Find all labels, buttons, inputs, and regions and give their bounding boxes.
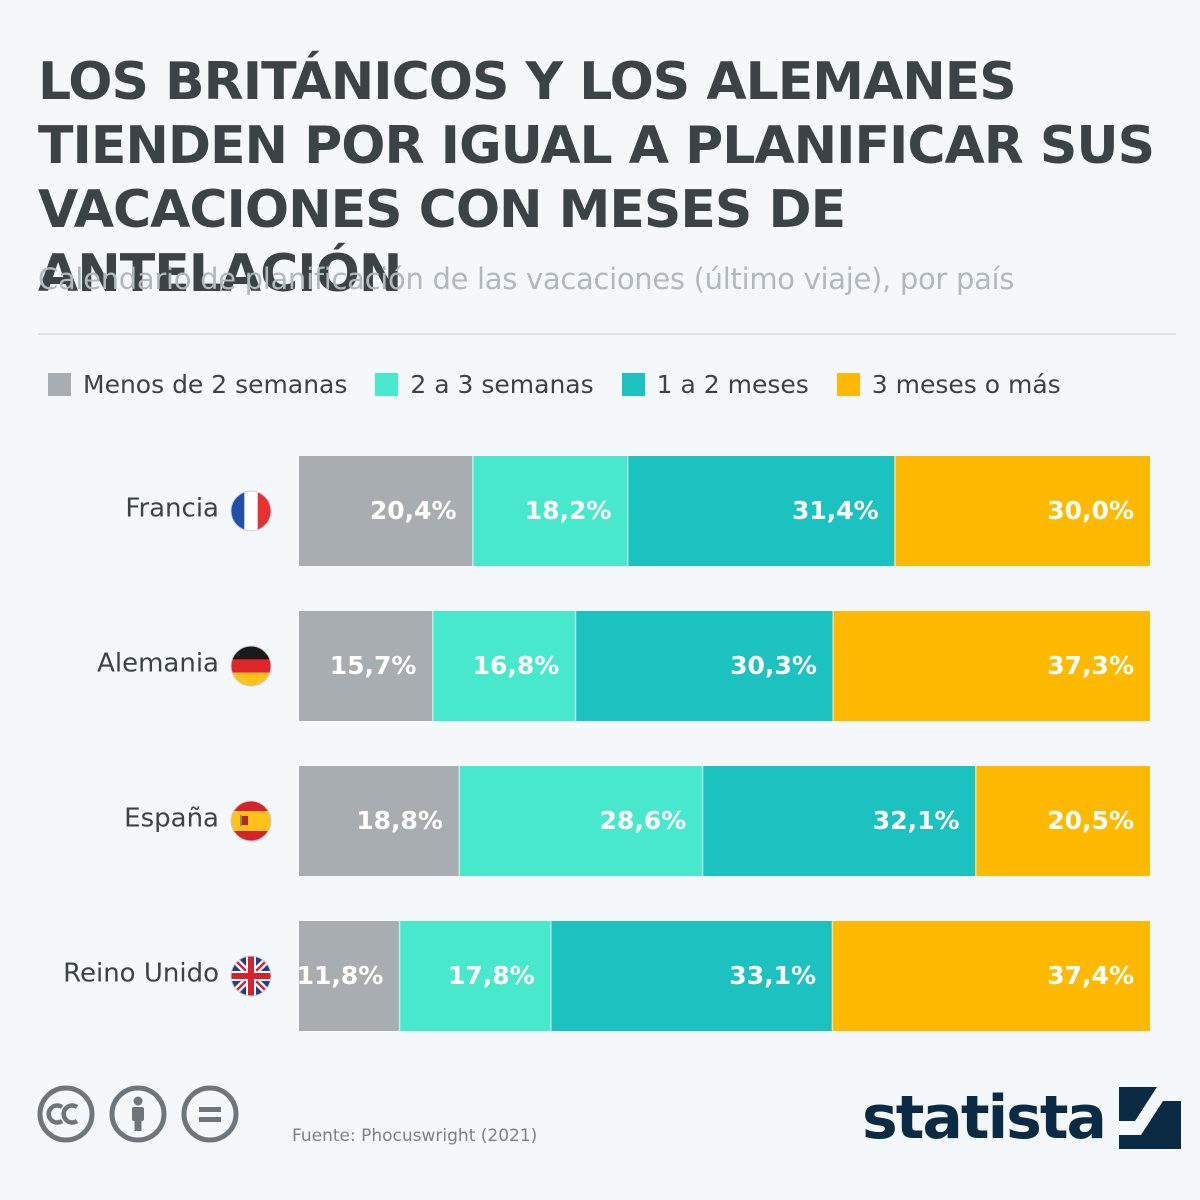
bar-segment (832, 921, 1150, 1031)
no-derivatives-icon (181, 1085, 239, 1143)
data-label: 16,8% (473, 651, 560, 680)
category-label: España (124, 804, 219, 834)
legend-item-2-3-semanas: 2 a 3 semanas (375, 369, 594, 399)
bar-segment (299, 456, 473, 566)
segment-divider (975, 766, 977, 876)
data-label: 17,8% (448, 961, 535, 990)
data-label: 18,2% (525, 496, 612, 525)
flag-uk-icon (230, 955, 272, 997)
data-label: 32,1% (873, 806, 960, 835)
bar-segment (458, 766, 703, 876)
category-label: Reino Unido (63, 959, 219, 989)
statista-logo: statista (862, 1082, 1182, 1154)
segment-divider (626, 456, 629, 566)
bar-segment (299, 766, 459, 876)
segment-divider (431, 611, 434, 721)
legend-swatch (836, 372, 860, 396)
chart-subtitle: Calendario de planificación de las vacac… (38, 262, 1015, 296)
data-label: 28,6% (600, 806, 687, 835)
data-label: 30,3% (730, 651, 817, 680)
attribution-icon (109, 1085, 167, 1143)
legend-label: 2 a 3 semanas (410, 369, 594, 399)
segment-divider (398, 921, 401, 1031)
logo-text: statista (862, 1083, 1107, 1153)
bar-segment (975, 766, 1150, 876)
bar-segment (472, 456, 628, 566)
source-note: Fuente: Phocuswright (2021) (292, 1126, 538, 1146)
segment-divider (831, 921, 834, 1031)
data-label: 31,4% (792, 496, 879, 525)
segment-divider (458, 766, 460, 876)
chart-title: LOS BRITÁNICOS Y LOS ALEMANES TIENDEN PO… (38, 52, 1155, 304)
segment-divider (472, 456, 474, 566)
data-label: 30,0% (1047, 496, 1134, 525)
data-label: 33,1% (729, 961, 816, 990)
data-label: 37,3% (1047, 651, 1134, 680)
legend: Menos de 2 semanas 2 a 3 semanas 1 a 2 m… (48, 364, 1089, 404)
legend-item-3-meses-mas: 3 meses o más (836, 369, 1061, 399)
category-label: Alemania (97, 649, 219, 679)
segment-divider (894, 456, 896, 566)
bar-segment (299, 611, 433, 721)
data-label: 37,4% (1047, 961, 1134, 990)
data-label: 11,8% (297, 961, 384, 990)
data-label: 18,8% (356, 806, 443, 835)
legend-label: 3 meses o más (871, 369, 1061, 399)
segment-divider (832, 611, 834, 721)
license-icons (36, 1084, 252, 1144)
bar-segment (399, 921, 551, 1031)
legend-label: Menos de 2 semanas (83, 369, 348, 399)
legend-swatch (48, 372, 71, 396)
legend-swatch (375, 372, 399, 396)
bar-segment (702, 766, 976, 876)
bar-segment (627, 456, 895, 566)
legend-item-1-2-meses: 1 a 2 meses (621, 369, 809, 399)
legend-swatch (621, 372, 645, 396)
data-label: 20,4% (370, 496, 457, 525)
category-label: Francia (125, 494, 219, 524)
bar-segment (299, 921, 400, 1031)
statista-logo-icon (1119, 1087, 1182, 1149)
flag-germany-icon (230, 645, 272, 687)
bar-segment (894, 456, 1150, 566)
bar-segment (832, 611, 1150, 721)
segment-divider (550, 921, 552, 1031)
bar-segment (575, 611, 833, 721)
cc-icon (37, 1085, 95, 1143)
legend-label: 1 a 2 meses (656, 369, 809, 399)
divider (38, 333, 1176, 335)
data-label: 20,5% (1047, 806, 1134, 835)
data-label: 15,7% (330, 651, 417, 680)
bar-segment (550, 921, 833, 1031)
bar-segment (432, 611, 576, 721)
flag-france-icon (230, 490, 272, 532)
flag-spain-icon (230, 800, 272, 842)
segment-divider (701, 766, 704, 876)
segment-divider (574, 611, 577, 721)
legend-item-menos-2-semanas: Menos de 2 semanas (48, 370, 347, 399)
